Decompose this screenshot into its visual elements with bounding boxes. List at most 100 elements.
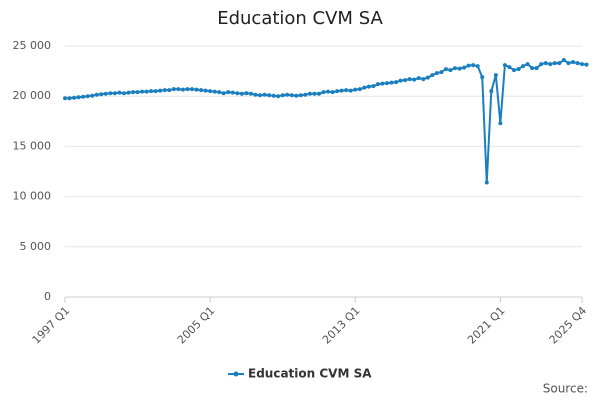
point [475, 64, 480, 69]
point [321, 90, 326, 95]
point [185, 87, 190, 92]
point [580, 62, 584, 67]
point [362, 85, 367, 90]
point [149, 89, 154, 94]
point [466, 63, 471, 68]
point [566, 61, 571, 66]
point [176, 87, 181, 92]
point [303, 92, 308, 97]
point [584, 62, 589, 67]
y-tick-label: 5 000 [20, 240, 52, 253]
point [453, 66, 458, 71]
point [448, 68, 453, 73]
point [543, 61, 548, 66]
point [158, 88, 163, 93]
point [412, 77, 417, 82]
point [140, 89, 145, 94]
point [389, 80, 394, 85]
point [239, 91, 244, 96]
point [575, 61, 580, 66]
point [339, 88, 344, 93]
point [502, 63, 507, 68]
point [76, 95, 81, 100]
point [380, 81, 385, 86]
point [162, 88, 167, 93]
x-tick-label: 2005 Q1 [175, 304, 218, 347]
point [489, 89, 494, 94]
y-tick-label: 15 000 [13, 139, 52, 152]
point [289, 93, 294, 98]
point [85, 94, 90, 99]
point [530, 66, 535, 71]
source: Source: [543, 382, 588, 396]
line [65, 58, 587, 183]
point [316, 91, 321, 96]
point [144, 89, 149, 94]
point [480, 75, 485, 80]
chart-title: Education CVM SA [217, 8, 383, 29]
point [539, 62, 544, 67]
point [511, 68, 516, 73]
point [344, 88, 349, 93]
point [384, 81, 389, 86]
point [199, 88, 204, 93]
y-tick-label: 0 [44, 290, 51, 303]
point [493, 73, 498, 78]
y-tick-label: 20 000 [13, 89, 52, 102]
point [212, 89, 217, 94]
x-tick-label: 2013 Q1 [320, 304, 363, 347]
point [403, 78, 408, 83]
point [244, 91, 249, 96]
point [416, 76, 421, 81]
point [443, 67, 448, 72]
point [167, 88, 172, 93]
point [548, 62, 553, 67]
point [135, 90, 140, 95]
point [371, 84, 376, 89]
point [72, 95, 77, 100]
point [398, 78, 403, 83]
point [94, 92, 99, 97]
point [348, 88, 353, 93]
point [99, 92, 104, 97]
point [312, 91, 317, 96]
point [294, 93, 299, 98]
point [121, 91, 126, 96]
point [253, 92, 258, 97]
point [248, 91, 253, 96]
point [112, 91, 117, 96]
point [235, 91, 240, 96]
point [357, 87, 362, 92]
point [217, 90, 222, 95]
point [421, 77, 426, 82]
point [230, 90, 235, 95]
point [498, 121, 503, 126]
point [226, 90, 231, 95]
x-tick-label: 2025 Q4 [547, 304, 590, 347]
point [81, 94, 86, 99]
point [258, 93, 263, 98]
point [430, 73, 435, 78]
x-tick-label: 1997 Q1 [30, 304, 73, 347]
y-tick-label: 25 000 [13, 39, 52, 52]
point [108, 91, 113, 96]
point [516, 67, 521, 72]
point [131, 90, 136, 95]
point [521, 64, 526, 69]
point [189, 87, 194, 92]
point [221, 91, 226, 96]
legend-marker [233, 371, 239, 377]
point [462, 65, 467, 70]
point [434, 71, 439, 76]
point [203, 88, 208, 93]
point [262, 92, 267, 97]
point [561, 58, 566, 63]
point [271, 93, 276, 98]
point [366, 84, 371, 89]
point [557, 61, 562, 66]
point [439, 70, 444, 75]
point [552, 61, 557, 66]
point [267, 93, 272, 98]
point [307, 91, 312, 96]
